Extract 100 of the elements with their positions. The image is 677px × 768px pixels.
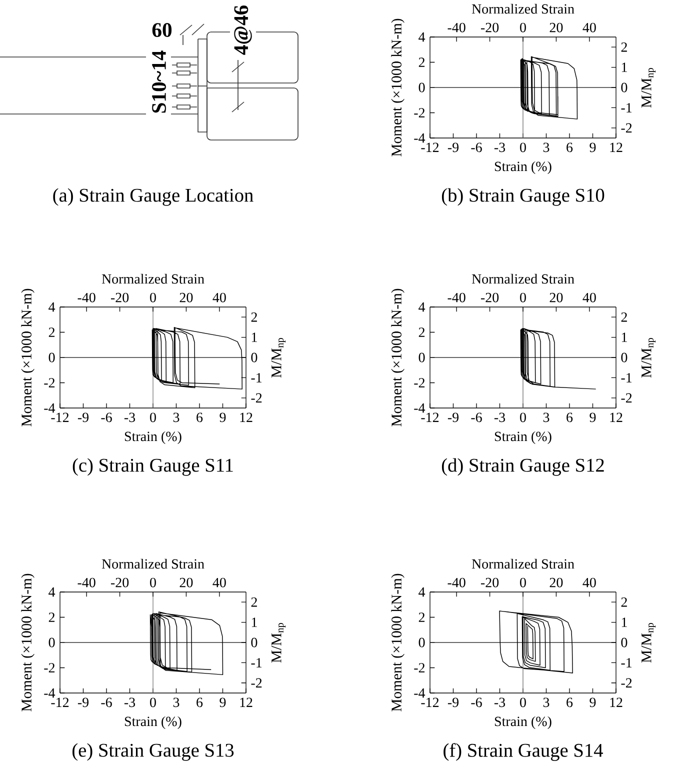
y-tick-label: 4	[48, 587, 56, 597]
x2-axis-title: Normalized Strain	[472, 274, 574, 284]
y2-axis-title: M/M$_{np}$	[642, 623, 656, 663]
x-tick-label: 12	[610, 412, 622, 422]
y2-tick-label: 1	[252, 332, 257, 342]
x-tick-label: -3	[124, 412, 136, 422]
y-axis-title: Moment (×1000 kN-m)	[391, 574, 404, 712]
y2-tick-label: 1	[622, 62, 627, 72]
x2-tick-label: 20	[550, 22, 563, 32]
x2-tick-label: -40	[78, 292, 96, 302]
x-tick-label: -12	[51, 698, 69, 707]
y-tick-label: 0	[418, 352, 425, 362]
text: (d) Strain Gauge S12	[442, 458, 604, 476]
y-tick-label: 0	[418, 82, 425, 92]
y-tick-label: -4	[414, 133, 426, 143]
x-tick-label: 3	[173, 412, 180, 422]
y2-tick-label: -1	[251, 658, 262, 668]
y2-tick-label: -1	[251, 373, 262, 382]
x-tick-label: 12	[610, 698, 622, 707]
y-axis-title: Moment (×1000 kN-m)	[391, 18, 404, 156]
x2-axis-title: Normalized Strain	[472, 558, 574, 569]
y2-tick-label: 0	[621, 352, 628, 362]
text: 60	[152, 23, 172, 37]
x2-tick-label: -20	[480, 578, 499, 588]
x-tick-label: -9	[448, 698, 458, 708]
x-tick-label: 3	[173, 698, 180, 708]
x-tick-label: 9	[590, 142, 596, 152]
x-tick-label: 6	[566, 142, 573, 152]
x2-tick-label: 20	[180, 292, 193, 302]
x2-tick-label: 0	[520, 578, 526, 588]
y2-tick-label: -2	[251, 678, 262, 688]
x-tick-label: -12	[421, 142, 439, 152]
y-tick-label: 0	[418, 638, 425, 648]
y-tick-label: -2	[414, 663, 425, 672]
x2-tick-label: 0	[520, 292, 526, 302]
x2-tick-label: 40	[212, 292, 226, 302]
x-tick-label: -6	[471, 412, 482, 422]
line-series	[499, 610, 573, 674]
x-tick-label: -3	[494, 698, 506, 708]
text: (f) Strain Gauge S14	[444, 743, 603, 761]
x2-axis-title: Normalized Strain	[102, 274, 204, 284]
y2-tick-label: 0	[621, 82, 628, 92]
x2-tick-label: -20	[110, 292, 129, 302]
y-tick-label: 2	[48, 612, 55, 622]
x-tick-label: 6	[196, 698, 203, 708]
y2-tick-label: -1	[621, 103, 632, 112]
x2-axis-title: Normalized Strain	[102, 558, 204, 569]
x2-tick-label: 40	[212, 578, 226, 588]
line-series	[520, 56, 578, 120]
x-tick-label: -9	[78, 698, 88, 708]
text: (a) Strain Gauge Location	[53, 188, 254, 206]
text: (e) Strain Gauge S13	[72, 743, 234, 761]
x-tick-label: -9	[448, 142, 458, 152]
x-tick-label: 12	[240, 412, 252, 422]
x2-tick-label: -20	[110, 578, 129, 588]
y-tick-label: -4	[44, 688, 56, 698]
x-tick-label: -12	[421, 412, 439, 422]
y2-tick-label: 1	[622, 332, 627, 342]
text: S10~14	[152, 50, 166, 113]
y-tick-label: 2	[418, 328, 425, 337]
y-tick-label: 4	[418, 302, 426, 312]
y2-axis-title: M/M$_{np}$	[272, 623, 286, 663]
x-tick-label: 9	[590, 412, 596, 422]
y2-axis-title: M/M$_{np}$	[642, 338, 656, 378]
y-tick-label: -2	[44, 663, 55, 672]
x2-tick-label: 20	[550, 578, 563, 588]
x2-tick-label: 0	[520, 22, 526, 32]
x-tick-label: 0	[520, 698, 526, 708]
x-tick-label: 3	[543, 412, 550, 422]
x-tick-label: 0	[520, 142, 526, 152]
y2-tick-label: -2	[251, 393, 262, 403]
x-tick-label: -6	[101, 698, 112, 708]
x-tick-label: -3	[494, 412, 506, 422]
x2-tick-label: 20	[550, 292, 563, 302]
y-tick-label: 4	[418, 587, 426, 597]
y-axis-title: Moment (×1000 kN-m)	[21, 288, 34, 426]
x-tick-label: 3	[543, 698, 550, 708]
x-tick-label: -12	[51, 412, 69, 422]
x-tick-label: 6	[196, 412, 203, 422]
x2-tick-label: -40	[448, 22, 466, 32]
y-tick-label: 2	[418, 58, 425, 67]
y2-tick-label: 0	[621, 638, 628, 648]
x-axis-title: Strain (%)	[494, 716, 552, 729]
x2-tick-label: 40	[582, 22, 596, 32]
y-axis-title: Moment (×1000 kN-m)	[391, 288, 404, 426]
y-tick-label: 2	[48, 328, 55, 337]
y-tick-label: -2	[44, 378, 55, 388]
y-tick-label: 4	[418, 32, 426, 42]
y-tick-label: -4	[414, 403, 426, 413]
text: 4@46	[234, 6, 252, 55]
x2-tick-label: 0	[150, 292, 156, 302]
y2-tick-label: 0	[251, 638, 258, 648]
y-tick-label: 0	[48, 638, 55, 648]
y2-tick-label: 1	[622, 618, 627, 627]
y2-tick-label: 0	[251, 352, 258, 362]
x-axis-title: Strain (%)	[124, 716, 182, 729]
y2-tick-label: -2	[621, 678, 632, 688]
x-tick-label: 0	[520, 412, 526, 422]
x-tick-label: -9	[78, 412, 88, 422]
text: (b) Strain Gauge S10	[442, 188, 604, 206]
